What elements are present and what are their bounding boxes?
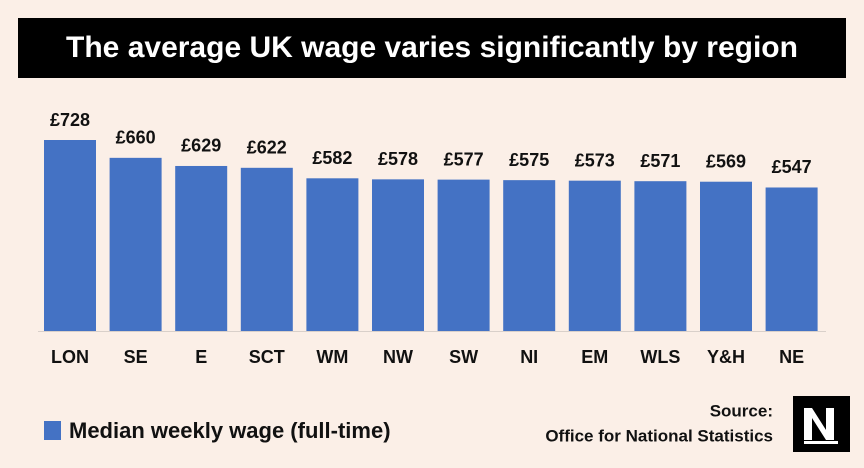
bar: [44, 140, 96, 331]
x-tick-label: WLS: [640, 347, 680, 367]
legend-label: Median weekly wage (full-time): [69, 418, 391, 443]
bar: [109, 157, 162, 331]
logo: [793, 396, 850, 452]
x-tick-label: NE: [779, 347, 804, 367]
title-banner: [18, 18, 846, 78]
value-label: £575: [509, 150, 549, 170]
bar: [765, 187, 818, 331]
legend-swatch: [44, 421, 61, 440]
x-tick-label: SW: [449, 347, 478, 367]
chart-title: The average UK wage varies significantly…: [66, 31, 798, 64]
bar: [175, 165, 228, 331]
bar: [634, 181, 687, 331]
value-label: £728: [50, 110, 90, 130]
x-tick-label: Y&H: [707, 347, 745, 367]
value-label: £622: [247, 138, 287, 158]
value-label: £569: [706, 151, 746, 171]
x-tick-label: NW: [383, 347, 413, 367]
source-heading: Source:: [710, 401, 773, 420]
x-tick-label: LON: [51, 347, 89, 367]
bar: [372, 179, 424, 331]
value-label: £629: [181, 136, 221, 156]
value-label: £573: [575, 150, 615, 170]
value-label: £582: [312, 148, 352, 168]
value-label: £547: [772, 157, 812, 177]
x-tick-label: NI: [520, 347, 538, 367]
bar: [700, 181, 752, 331]
value-label: £578: [378, 149, 418, 169]
bar: [568, 180, 621, 331]
bar: [240, 167, 293, 331]
value-label: £577: [444, 149, 484, 169]
x-tick-label: EM: [581, 347, 608, 367]
value-label: £660: [116, 128, 156, 148]
logo-mark: [804, 408, 834, 440]
x-tick-label: WM: [316, 347, 348, 367]
bar: [306, 178, 359, 331]
source: Office for National Statistics: [545, 426, 773, 445]
x-tick-label: SCT: [249, 347, 285, 367]
logo-underline: [804, 441, 838, 444]
x-tick-label: E: [195, 347, 207, 367]
bar: [503, 180, 556, 331]
value-label: £571: [640, 151, 680, 171]
x-tick-label: SE: [124, 347, 148, 367]
bar: [437, 179, 490, 331]
